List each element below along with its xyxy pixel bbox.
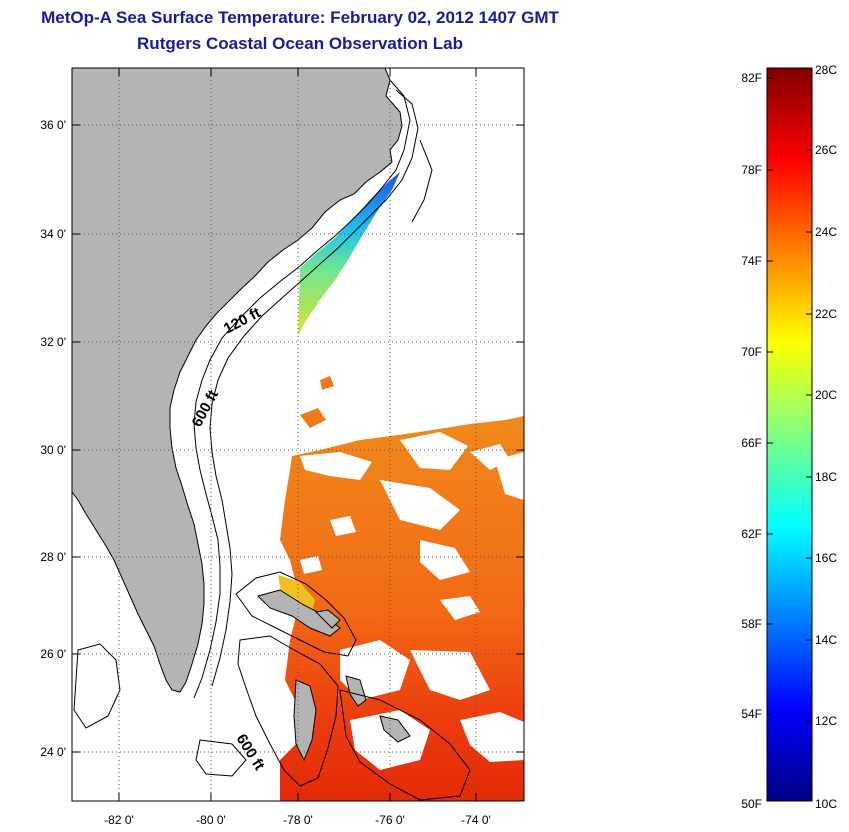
- bahamas-islands: [257, 589, 411, 762]
- lat-label-30: 30 0': [40, 443, 66, 457]
- colorbar-f-54: 54F: [741, 707, 762, 721]
- map-subtitle: Rutgers Coastal Ocean Observation Lab: [137, 34, 463, 53]
- colorbar-c-28: 28C: [815, 63, 837, 77]
- colorbar-c-10: 10C: [815, 797, 837, 811]
- lat-label-32: 32 0': [40, 335, 66, 349]
- lat-label-26: 26 0': [40, 647, 66, 661]
- map-title: MetOp-A Sea Surface Temperature: Februar…: [41, 8, 559, 27]
- colorbar-f-70: 70F: [741, 345, 762, 359]
- colorbar-c-18: 18C: [815, 470, 837, 484]
- cloud-mask: [300, 432, 524, 770]
- land-mass: [72, 68, 403, 693]
- lat-label-34: 34 0': [40, 227, 66, 241]
- colorbar-f-66: 66F: [741, 436, 762, 450]
- lon-label-80: -80 0': [196, 813, 226, 827]
- colorbar-c-22: 22C: [815, 307, 837, 321]
- lat-ticks: [72, 124, 524, 753]
- colorbar-ticks: [767, 67, 812, 722]
- colorbar-c-16: 16C: [815, 551, 837, 565]
- colorbar-f-50: 50F: [741, 797, 762, 811]
- lon-label-78: -78 0': [283, 813, 313, 827]
- lon-label-82: -82 0': [104, 813, 134, 827]
- colorbar-f-74: 74F: [741, 254, 762, 268]
- lon-label-74: -74 0': [461, 813, 491, 827]
- graticule: [72, 68, 524, 801]
- lon-label-76: -76 0': [375, 813, 405, 827]
- sst-data-layer: [278, 172, 524, 801]
- lat-label-36: 36 0': [40, 118, 66, 132]
- colorbar-f-58: 58F: [741, 617, 762, 631]
- colorbar-c-20: 20C: [815, 388, 837, 402]
- colorbar-f-62: 62F: [741, 527, 762, 541]
- colorbar-c-24: 24C: [815, 225, 837, 239]
- colorbar-c-12: 12C: [815, 714, 837, 728]
- colorbar-c-14: 14C: [815, 633, 837, 647]
- colorbar-c-26: 26C: [815, 143, 837, 157]
- colorbar-f-78: 78F: [741, 163, 762, 177]
- colorbar-f-82: 82F: [741, 71, 762, 85]
- colorbar: [766, 67, 813, 802]
- lon-ticks: [118, 68, 477, 801]
- lat-label-28: 28 0': [40, 550, 66, 564]
- bathymetry-contours: [73, 79, 471, 801]
- lat-label-24: 24 0': [40, 745, 66, 759]
